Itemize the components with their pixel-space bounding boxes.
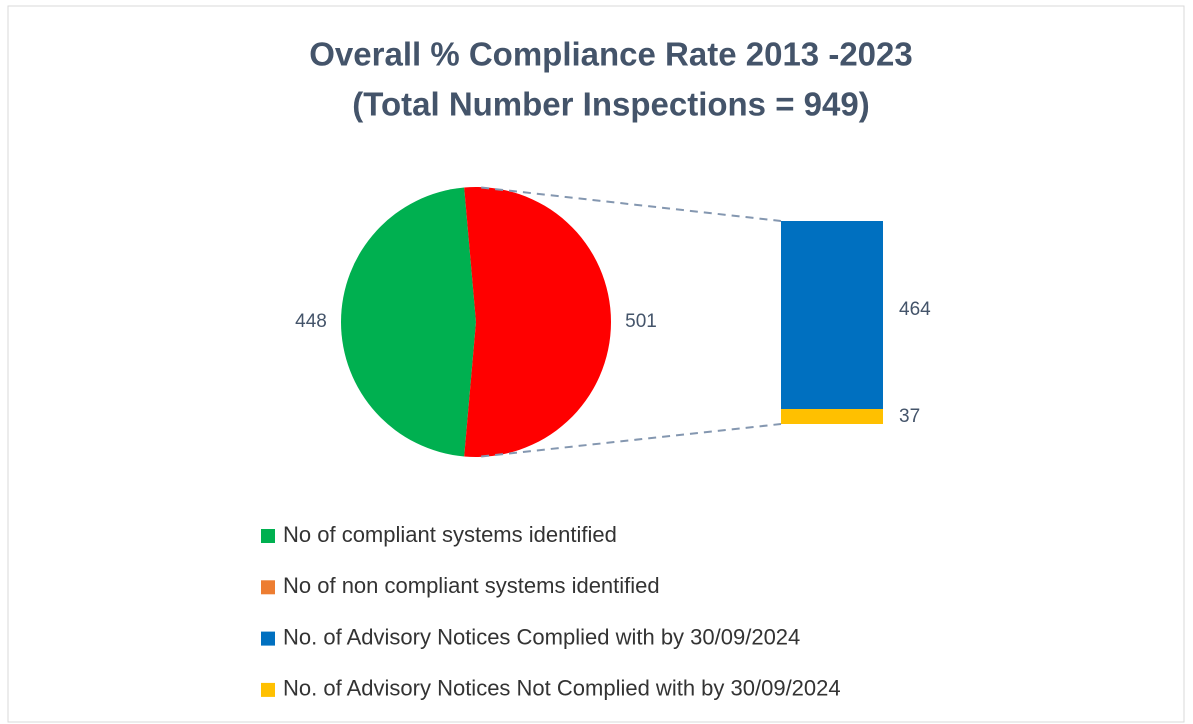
- chart-subtitle: (Total Number Inspections = 949): [352, 86, 869, 123]
- legend-swatch: [261, 682, 275, 697]
- pie-slice: [464, 187, 611, 457]
- legend-swatch: [261, 529, 275, 543]
- legend-swatch: [261, 631, 275, 646]
- data-label: 501: [625, 311, 657, 332]
- legend-label: No of non compliant systems identified: [283, 573, 660, 598]
- bar-segment: [781, 221, 883, 410]
- legend-label: No of compliant systems identified: [283, 522, 617, 547]
- legend-label: No. of Advisory Notices Complied with by…: [283, 624, 800, 649]
- data-label: 448: [295, 311, 327, 332]
- bar-segment: [781, 409, 883, 424]
- legend-swatch: [261, 580, 275, 595]
- chart-title: Overall % Compliance Rate 2013 -2023: [309, 36, 912, 73]
- data-label: 37: [899, 406, 920, 427]
- legend-label: No. of Advisory Notices Not Complied wit…: [283, 676, 841, 701]
- data-label: 464: [899, 299, 931, 320]
- pie-slice: [340, 187, 476, 457]
